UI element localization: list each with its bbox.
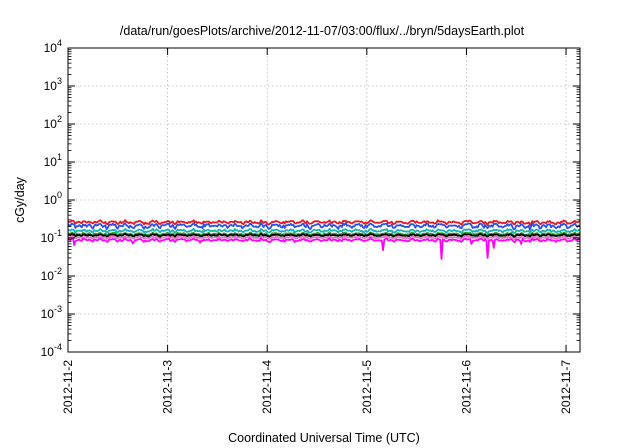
series-group bbox=[67, 219, 581, 260]
y-tick-label: 10-4 bbox=[41, 342, 62, 359]
y-tick-labels: 10-4 10-3 10-2 10-1 100 101 102 103 104 bbox=[41, 38, 62, 359]
y-tick-label: 101 bbox=[44, 152, 62, 169]
x-tick-label: 2012-11-5 bbox=[360, 360, 374, 414]
chart-title: /data/run/goesPlots/archive/2012-11-07/0… bbox=[120, 24, 525, 38]
x-tick-labels: 2012-11-2 2012-11-3 2012-11-4 2012-11-5 2012… bbox=[61, 360, 573, 414]
series-line bbox=[67, 219, 581, 226]
y-tick-label: 10-1 bbox=[41, 228, 62, 245]
series-line bbox=[67, 221, 581, 231]
grid bbox=[68, 48, 580, 352]
x-tick-label: 2012-11-6 bbox=[459, 360, 473, 414]
y-tick-label: 104 bbox=[44, 38, 62, 55]
x-axis-label: Coordinated Universal Time (UTC) bbox=[228, 431, 420, 445]
series-line bbox=[67, 227, 581, 235]
series-line bbox=[67, 235, 581, 241]
x-tick-label: 2012-11-3 bbox=[161, 360, 175, 414]
y-tick-label: 103 bbox=[44, 76, 62, 93]
y-tick-label: 102 bbox=[44, 114, 62, 131]
y-axis-label: cGy/day bbox=[13, 176, 27, 223]
series-line bbox=[67, 231, 581, 237]
series-line bbox=[67, 232, 581, 238]
y-tick-label: 10-3 bbox=[41, 304, 62, 321]
ticks bbox=[67, 47, 580, 353]
x-tick-label: 2012-11-4 bbox=[260, 360, 274, 414]
x-tick-label: 2012-11-2 bbox=[61, 360, 75, 414]
y-tick-label: 10-2 bbox=[41, 266, 62, 283]
y-tick-label: 100 bbox=[44, 190, 62, 207]
x-tick-label: 2012-11-7 bbox=[559, 360, 573, 414]
series-line bbox=[67, 237, 580, 260]
